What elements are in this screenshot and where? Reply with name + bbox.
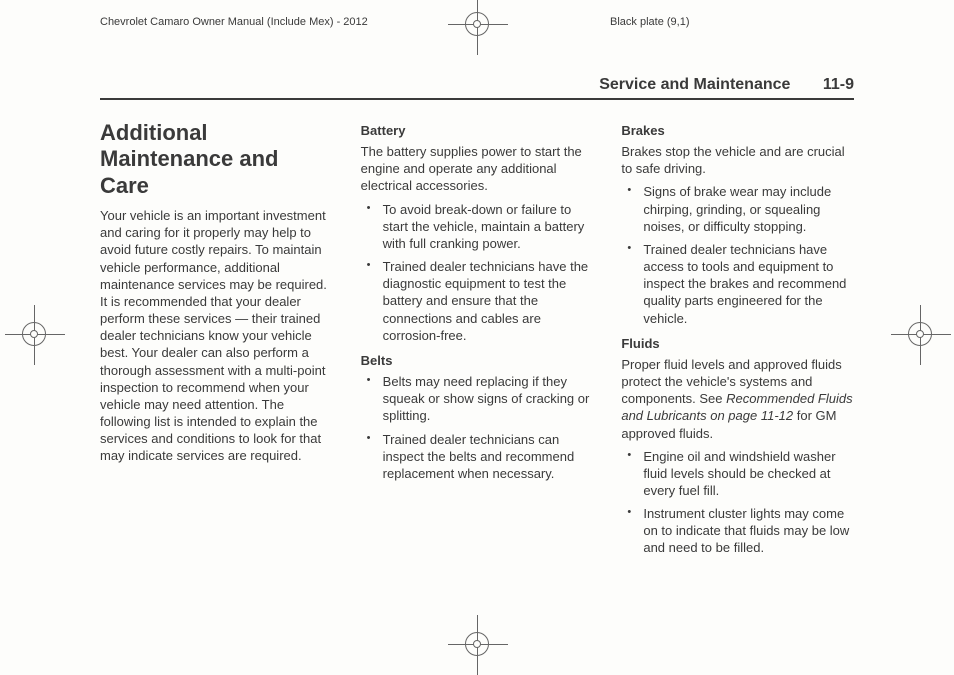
list-item: Trained dealer technicians can inspect t… bbox=[361, 431, 594, 482]
registration-mark-left bbox=[22, 322, 46, 346]
belts-heading: Belts bbox=[361, 352, 594, 369]
page-number: 11-9 bbox=[823, 76, 854, 93]
fluids-list: Engine oil and windshield washer fluid l… bbox=[621, 448, 854, 557]
brakes-heading: Brakes bbox=[621, 122, 854, 139]
list-item: Instrument cluster lights may come on to… bbox=[621, 505, 854, 556]
column-1: Additional Maintenance and Care Your veh… bbox=[100, 120, 333, 565]
list-item: Trained dealer technicians have the diag… bbox=[361, 258, 594, 344]
column-2: Battery The battery supplies power to st… bbox=[361, 120, 594, 565]
list-item: To avoid break-down or failure to start … bbox=[361, 201, 594, 252]
header-right: Black plate (9,1) bbox=[610, 16, 689, 28]
fluids-heading: Fluids bbox=[621, 335, 854, 352]
brakes-paragraph: Brakes stop the vehicle and are crucial … bbox=[621, 143, 854, 177]
column-3: Brakes Brakes stop the vehicle and are c… bbox=[621, 120, 854, 565]
intro-paragraph: Your vehicle is an important investment … bbox=[100, 207, 333, 464]
body-content: Additional Maintenance and Care Your veh… bbox=[100, 120, 854, 565]
battery-list: To avoid break-down or failure to start … bbox=[361, 201, 594, 344]
header-left: Chevrolet Camaro Owner Manual (Include M… bbox=[100, 16, 368, 28]
brakes-list: Signs of brake wear may include chirping… bbox=[621, 183, 854, 326]
section-title: Service and Maintenance bbox=[599, 76, 790, 93]
registration-mark-top bbox=[465, 12, 489, 36]
registration-mark-right bbox=[908, 322, 932, 346]
list-item: Signs of brake wear may include chirping… bbox=[621, 183, 854, 234]
page-title: Additional Maintenance and Care bbox=[100, 120, 333, 199]
registration-mark-bottom bbox=[465, 632, 489, 656]
battery-heading: Battery bbox=[361, 122, 594, 139]
section-header: Service and Maintenance 11-9 bbox=[599, 76, 854, 94]
fluids-paragraph: Proper fluid levels and approved fluids … bbox=[621, 356, 854, 442]
list-item: Belts may need replacing if they squeak … bbox=[361, 373, 594, 424]
list-item: Engine oil and windshield washer fluid l… bbox=[621, 448, 854, 499]
belts-list: Belts may need replacing if they squeak … bbox=[361, 373, 594, 482]
header-rule bbox=[100, 98, 854, 100]
list-item: Trained dealer technicians have access t… bbox=[621, 241, 854, 327]
battery-paragraph: The battery supplies power to start the … bbox=[361, 143, 594, 194]
